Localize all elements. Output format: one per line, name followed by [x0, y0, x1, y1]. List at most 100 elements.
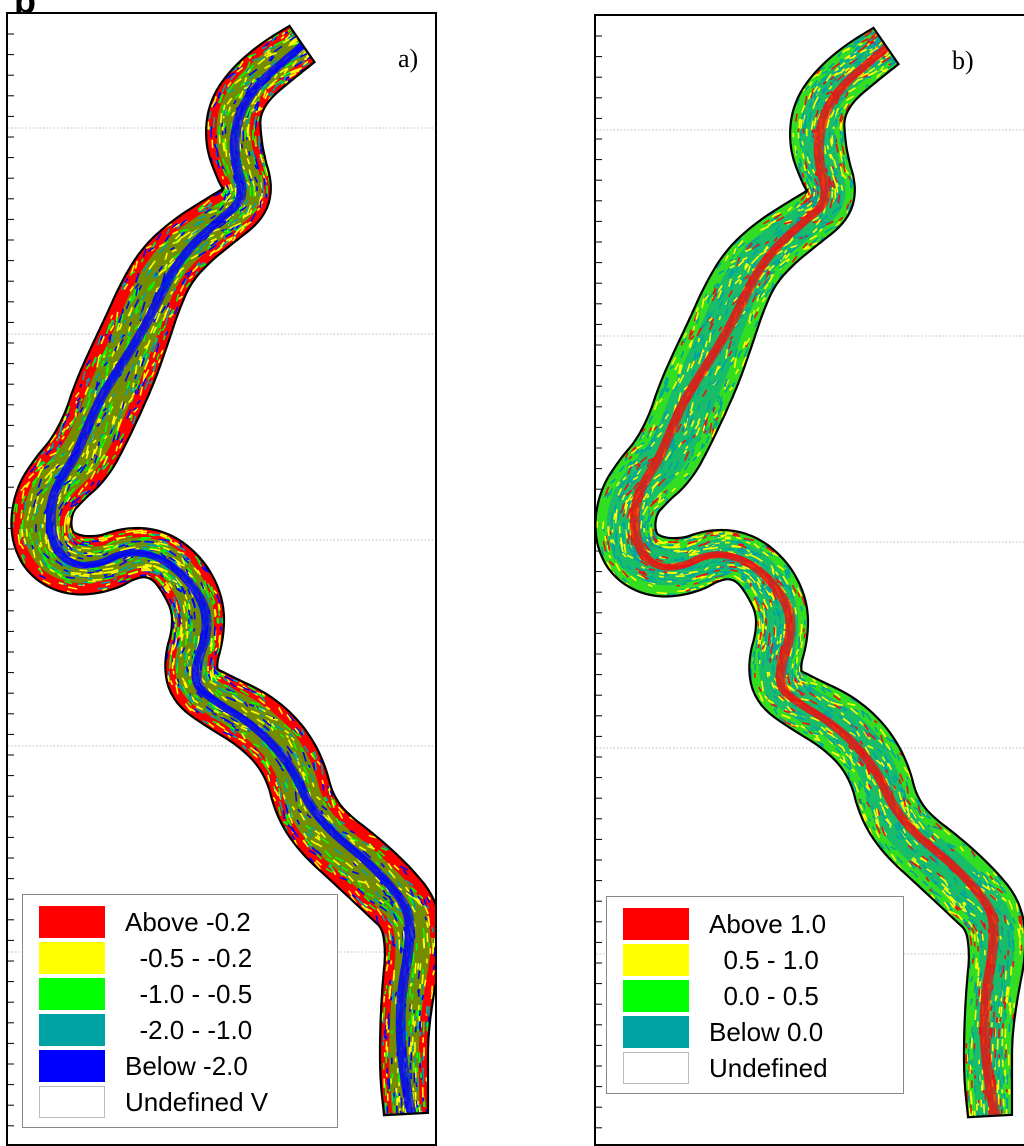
speckle — [743, 347, 749, 358]
speckle — [67, 532, 71, 541]
speckle — [186, 631, 189, 639]
speckle — [206, 671, 210, 680]
speckle — [157, 358, 161, 364]
speckle — [349, 830, 355, 834]
speckle — [760, 582, 766, 587]
speckle — [151, 346, 156, 353]
speckle — [659, 423, 664, 429]
speckle — [771, 594, 776, 599]
speckle — [85, 450, 90, 459]
speckle — [222, 230, 232, 236]
speckle — [238, 681, 244, 685]
speckle — [613, 513, 616, 520]
speckle — [183, 651, 187, 660]
speckle — [814, 171, 818, 177]
speckle — [405, 879, 414, 887]
speckle — [802, 722, 810, 726]
speckle — [728, 340, 732, 350]
speckle — [800, 698, 809, 702]
speckle — [966, 903, 974, 911]
speckle — [188, 693, 194, 703]
speckle — [871, 44, 877, 51]
speckle — [720, 362, 726, 372]
speckle — [654, 507, 659, 512]
speckle — [178, 267, 185, 272]
speckle — [872, 734, 880, 741]
speckle — [69, 532, 76, 539]
speckle — [794, 631, 797, 636]
speckle — [648, 568, 656, 571]
speckle — [909, 808, 917, 819]
speckle — [1005, 1115, 1008, 1118]
speckle — [384, 990, 387, 995]
speckle — [808, 684, 816, 688]
speckle — [133, 529, 143, 533]
speckle — [702, 562, 709, 569]
speckle — [743, 571, 751, 577]
speckle — [119, 433, 125, 441]
speckle — [611, 543, 616, 554]
speckle — [930, 894, 936, 900]
speckle — [768, 671, 771, 676]
speckle — [173, 277, 180, 284]
speckle — [228, 72, 235, 77]
speckle — [884, 50, 890, 57]
speckle — [217, 221, 226, 229]
speckle — [816, 704, 824, 711]
speckle — [350, 837, 359, 842]
speckle — [199, 263, 207, 268]
speckle — [392, 912, 398, 922]
speckle — [820, 687, 827, 694]
speckle — [694, 422, 700, 430]
speckle — [108, 319, 114, 330]
speckle — [1018, 909, 1022, 915]
speckle — [389, 932, 393, 942]
speckle — [240, 81, 246, 87]
speckle — [181, 677, 185, 682]
speckle — [63, 415, 68, 421]
speckle — [133, 407, 139, 413]
speckle — [683, 385, 689, 391]
speckle — [650, 441, 656, 448]
speckle — [683, 472, 689, 477]
speckle — [118, 409, 122, 420]
speckle — [405, 891, 413, 898]
speckle — [95, 569, 102, 572]
speckle — [848, 718, 854, 726]
speckle — [360, 868, 370, 877]
speckle — [211, 704, 218, 710]
speckle — [412, 899, 416, 908]
speckle — [162, 548, 167, 553]
speckle — [747, 569, 756, 574]
speckle — [187, 571, 194, 578]
speckle — [310, 773, 315, 783]
speckle — [787, 567, 791, 575]
speckle — [40, 450, 46, 456]
speckle — [714, 365, 720, 376]
speckle — [644, 567, 655, 574]
speckle — [909, 817, 914, 822]
speckle — [243, 701, 249, 708]
speckle — [771, 633, 775, 641]
speckle — [761, 660, 765, 667]
speckle — [104, 421, 109, 433]
speckle — [181, 556, 190, 564]
speckle — [892, 784, 897, 790]
speckle — [379, 885, 385, 890]
speckle — [870, 31, 876, 36]
speckle — [119, 333, 124, 340]
speckle — [835, 170, 838, 176]
speckle — [213, 626, 216, 637]
speckle — [712, 574, 719, 578]
speckle — [814, 96, 819, 103]
speckle — [729, 386, 734, 392]
speckle — [187, 627, 190, 633]
speckle — [800, 119, 803, 131]
speckle — [37, 546, 42, 554]
speckle — [108, 348, 113, 353]
speckle — [98, 354, 103, 364]
speckle — [918, 815, 924, 819]
speckle — [718, 300, 723, 309]
speckle — [275, 758, 283, 768]
speckle — [81, 452, 85, 458]
